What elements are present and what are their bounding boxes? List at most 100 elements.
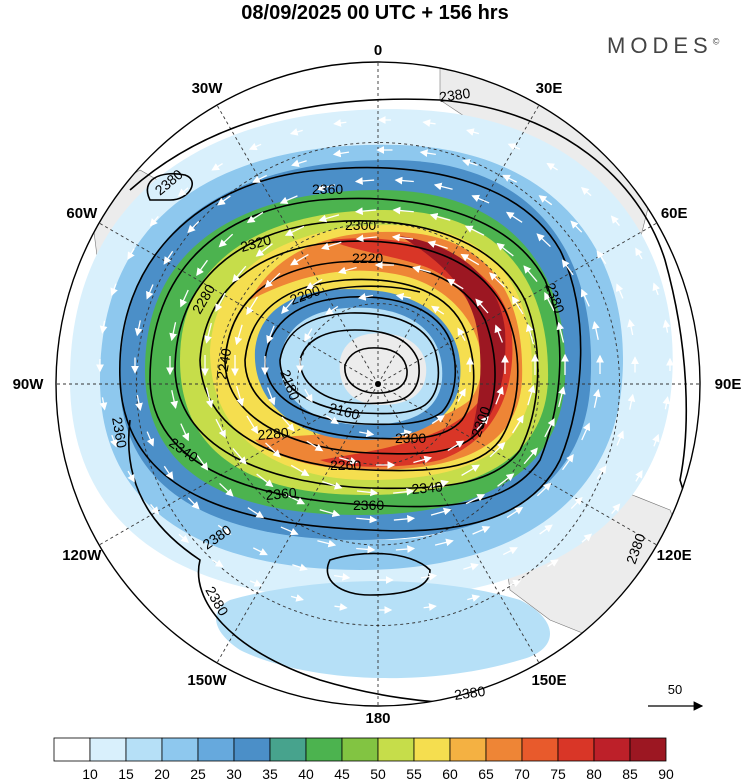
colorbar-swatch bbox=[377, 737, 415, 762]
wind-vector bbox=[446, 278, 464, 290]
wind-vector bbox=[494, 324, 504, 343]
colorbar-swatch bbox=[341, 737, 379, 762]
contour-label: 2260 bbox=[330, 457, 361, 473]
wind-vector bbox=[431, 305, 445, 315]
wind-vector bbox=[523, 265, 538, 282]
wind-vector bbox=[511, 295, 524, 315]
wind-vector bbox=[163, 465, 174, 480]
wind-vector bbox=[433, 182, 453, 191]
colorbar-label: 65 bbox=[478, 766, 494, 782]
wind-vector bbox=[280, 526, 299, 536]
wind-vector bbox=[325, 415, 339, 425]
wind-vector bbox=[292, 563, 308, 572]
wind-vector bbox=[110, 283, 118, 297]
longitude-label: 60E bbox=[661, 205, 688, 222]
brand-name: MODES bbox=[607, 33, 713, 58]
wind-vector bbox=[290, 464, 310, 477]
wind-band-80 bbox=[320, 238, 513, 467]
wind-vector bbox=[495, 386, 504, 405]
wind-vector bbox=[662, 319, 671, 333]
wind-vector bbox=[99, 397, 108, 411]
wind-vector bbox=[291, 159, 307, 167]
wind-vector bbox=[430, 507, 452, 516]
wind-vector bbox=[196, 454, 209, 471]
wind-vector bbox=[596, 465, 607, 480]
wind-vector bbox=[591, 320, 600, 340]
contour-label: 2300 bbox=[345, 217, 376, 233]
wind-vector bbox=[321, 241, 342, 251]
wind-vector bbox=[218, 233, 234, 248]
colorbar-label: 50 bbox=[370, 766, 386, 782]
wind-vector bbox=[134, 320, 143, 337]
colorbar-swatch bbox=[125, 737, 163, 762]
wind-vector bbox=[447, 440, 465, 452]
wind-vector bbox=[507, 143, 521, 151]
wind-vector bbox=[580, 187, 592, 197]
height-contour-2380-b bbox=[146, 173, 193, 201]
wind-vector bbox=[544, 291, 555, 312]
wind-vector bbox=[232, 448, 247, 465]
colorbar-label: 75 bbox=[550, 766, 566, 782]
wind-vector bbox=[466, 128, 480, 136]
wind-vector bbox=[354, 207, 377, 216]
colorbar-swatch bbox=[269, 737, 307, 762]
latitude-circle bbox=[216, 222, 540, 546]
wind-vector bbox=[256, 473, 274, 488]
wind-vector bbox=[422, 119, 436, 127]
wind-vector bbox=[246, 296, 258, 316]
colorbar-label: 25 bbox=[190, 766, 206, 782]
contour-label: 2360 bbox=[109, 416, 130, 450]
wind-vector bbox=[252, 547, 268, 556]
wind-vector bbox=[627, 393, 636, 410]
wind-vector bbox=[463, 563, 479, 571]
wind-vector bbox=[615, 283, 624, 299]
longitude-labels: 0 30E 60E 90E 120E 150E 180 150W 120W 90W 60W 30W bbox=[13, 42, 742, 727]
wind-vector bbox=[285, 494, 306, 505]
wind-vector bbox=[306, 440, 324, 452]
height-contour-2220 bbox=[299, 285, 421, 301]
brand-logo: MODES© bbox=[607, 33, 719, 59]
wind-vector bbox=[179, 289, 189, 308]
wind-vector bbox=[412, 265, 431, 274]
colorbar-swatch bbox=[305, 737, 343, 762]
contour-label: 2280 bbox=[257, 424, 290, 443]
wind-vector bbox=[235, 385, 245, 407]
wind-vector bbox=[339, 456, 358, 465]
colorbar-swatch bbox=[233, 737, 271, 762]
contour-label: 2320 bbox=[239, 231, 273, 255]
longitude-label: 180 bbox=[365, 710, 390, 727]
wind-vector bbox=[497, 473, 515, 487]
wind-vector bbox=[357, 293, 374, 301]
wind-vector bbox=[562, 454, 574, 471]
height-contour-2260 bbox=[244, 278, 475, 440]
wind-vector bbox=[538, 195, 553, 206]
longitude-label: 150E bbox=[531, 672, 566, 689]
contour-label: 2160 bbox=[327, 399, 361, 423]
wind-vector bbox=[457, 388, 466, 402]
south-pole-marker bbox=[375, 381, 381, 387]
wind-vector bbox=[146, 284, 154, 300]
wind-vector bbox=[333, 119, 347, 127]
wind-vector bbox=[212, 559, 224, 568]
wind-vector bbox=[265, 442, 281, 458]
wind-vector bbox=[570, 496, 583, 510]
wind-vector bbox=[652, 282, 660, 296]
wind-vector bbox=[304, 389, 313, 403]
wind-vector bbox=[219, 482, 234, 497]
wind-vector bbox=[393, 514, 416, 523]
contour-label: 2360 bbox=[353, 497, 384, 513]
colorbar-swatch bbox=[53, 737, 91, 762]
wind-vector bbox=[187, 497, 200, 510]
wind-vector bbox=[512, 414, 524, 434]
colorbar-label: 80 bbox=[586, 766, 602, 782]
wind-vector bbox=[596, 250, 607, 265]
wind-band-90 bbox=[400, 236, 506, 440]
wind-vector bbox=[395, 545, 416, 553]
wind-vector bbox=[395, 292, 411, 301]
wind-vector bbox=[496, 242, 514, 257]
wind-vector bbox=[332, 149, 350, 158]
colorbar-swatch bbox=[161, 737, 199, 762]
wind-vector bbox=[334, 573, 351, 581]
wind-vector bbox=[544, 418, 555, 438]
wind-vector bbox=[281, 416, 295, 432]
